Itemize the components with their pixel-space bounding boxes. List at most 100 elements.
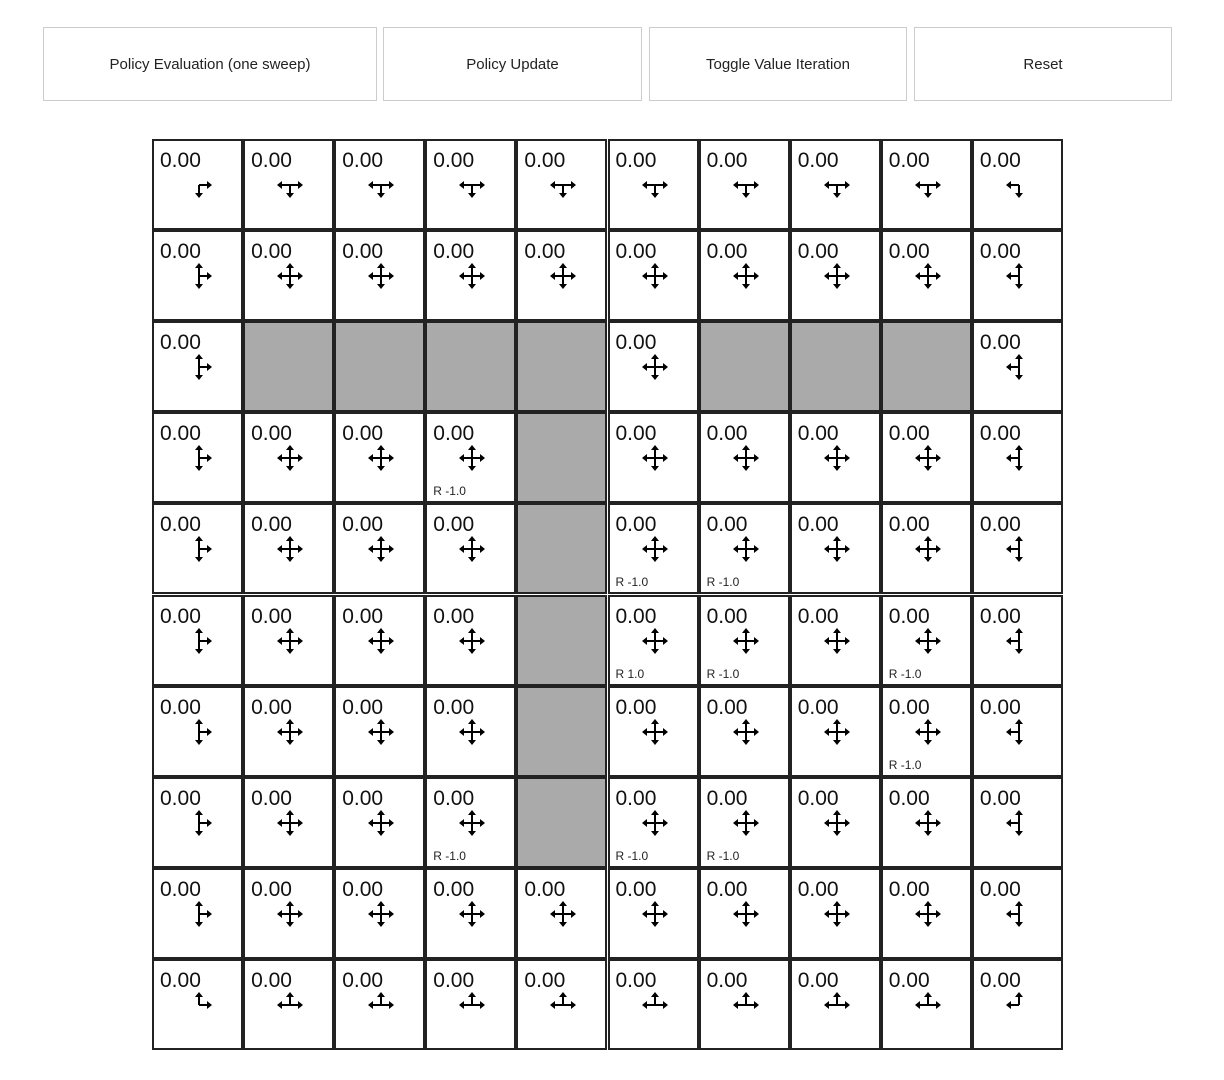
grid-cell[interactable]: 0.00 [243,594,335,686]
grid-cell[interactable]: 0.00 [516,139,608,230]
wall-cell[interactable] [516,776,608,868]
grid-cell[interactable]: 0.00 [789,503,881,595]
grid-cell[interactable]: 0.00 [425,139,517,230]
grid-cell[interactable]: 0.00 [334,958,426,1050]
grid-cell[interactable]: 0.00 [334,867,426,959]
grid-cell[interactable]: 0.00 [334,503,426,595]
grid-cell[interactable]: 0.00 [243,503,335,595]
grid-cell[interactable]: 0.00 [971,685,1063,777]
wall-cell[interactable] [516,503,608,595]
wall-cell[interactable] [516,321,608,413]
grid-cell[interactable]: 0.00 [607,230,699,322]
grid-cell[interactable]: 0.00 [152,139,243,230]
grid-cell[interactable]: 0.00 [971,230,1063,322]
grid-cell[interactable]: 0.00 [880,503,972,595]
policy-update-button[interactable]: Policy Update [383,27,642,101]
grid-cell[interactable]: 0.00 [789,776,881,868]
grid-cell[interactable]: 0.00 [425,958,517,1050]
grid-cell[interactable]: 0.00 [425,503,517,595]
reset-button[interactable]: Reset [914,27,1172,101]
grid-cell[interactable]: 0.00 [607,321,699,413]
grid-cell[interactable]: 0.00 [971,594,1063,686]
grid-cell[interactable]: 0.00 [607,958,699,1050]
wall-cell[interactable] [880,321,972,413]
grid-cell[interactable]: 0.00 [971,321,1063,413]
grid-cell[interactable]: 0.00 [425,685,517,777]
grid-cell[interactable]: 0.00 [243,958,335,1050]
wall-cell[interactable] [698,321,790,413]
grid-cell[interactable]: 0.00 [243,412,335,504]
grid-cell[interactable]: 0.00 [425,867,517,959]
grid-cell[interactable]: 0.00 R 1.0 [607,594,699,686]
grid-cell[interactable]: 0.00 R -1.0 [607,776,699,868]
grid-cell[interactable]: 0.00 [789,230,881,322]
grid-cell[interactable]: 0.00 [243,139,335,230]
grid-cell[interactable]: 0.00 [152,412,243,504]
grid-cell[interactable]: 0.00 [152,594,243,686]
grid-cell[interactable]: 0.00 [516,958,608,1050]
grid-cell[interactable]: 0.00 [698,958,790,1050]
toggle-value-iteration-button[interactable]: Toggle Value Iteration [649,27,907,101]
grid-cell[interactable]: 0.00 [971,958,1063,1050]
grid-cell[interactable]: 0.00 [789,139,881,230]
grid-cell[interactable]: 0.00 [971,867,1063,959]
grid-cell[interactable]: 0.00 [152,503,243,595]
grid-cell[interactable]: 0.00 [516,867,608,959]
grid-cell[interactable]: 0.00 R -1.0 [880,594,972,686]
grid-cell[interactable]: 0.00 [152,776,243,868]
grid-cell[interactable]: 0.00 R -1.0 [698,594,790,686]
wall-cell[interactable] [243,321,335,413]
grid-cell[interactable]: 0.00 R -1.0 [698,776,790,868]
grid-cell[interactable]: 0.00 R -1.0 [607,503,699,595]
grid-cell[interactable]: 0.00 [152,685,243,777]
grid-cell[interactable]: 0.00 R -1.0 [880,685,972,777]
wall-cell[interactable] [425,321,517,413]
wall-cell[interactable] [789,321,881,413]
grid-cell[interactable]: 0.00 [789,958,881,1050]
grid-cell[interactable]: 0.00 [698,412,790,504]
grid-cell[interactable]: 0.00 [789,594,881,686]
grid-cell[interactable]: 0.00 [334,230,426,322]
wall-cell[interactable] [516,594,608,686]
grid-cell[interactable]: 0.00 [334,412,426,504]
grid-cell[interactable]: 0.00 [880,776,972,868]
grid-cell[interactable]: 0.00 [607,867,699,959]
grid-cell[interactable]: 0.00 [425,230,517,322]
grid-cell[interactable]: 0.00 [334,776,426,868]
grid-cell[interactable]: 0.00 [880,412,972,504]
policy-evaluation-button[interactable]: Policy Evaluation (one sweep) [43,27,377,101]
grid-cell[interactable]: 0.00 [971,139,1063,230]
grid-cell[interactable]: 0.00 R -1.0 [698,503,790,595]
grid-cell[interactable]: 0.00 [880,230,972,322]
wall-cell[interactable] [516,412,608,504]
grid-cell[interactable]: 0.00 R -1.0 [425,412,517,504]
grid-cell[interactable]: 0.00 [698,139,790,230]
grid-cell[interactable]: 0.00 [698,685,790,777]
grid-cell[interactable]: 0.00 [971,412,1063,504]
wall-cell[interactable] [516,685,608,777]
grid-cell[interactable]: 0.00 [789,685,881,777]
grid-cell[interactable]: 0.00 [152,230,243,322]
grid-cell[interactable]: 0.00 [789,412,881,504]
grid-cell[interactable]: 0.00 [971,776,1063,868]
grid-cell[interactable]: 0.00 [334,139,426,230]
grid-cell[interactable]: 0.00 [516,230,608,322]
grid-cell[interactable]: 0.00 [880,867,972,959]
grid-cell[interactable]: 0.00 [880,139,972,230]
grid-cell[interactable]: 0.00 [243,867,335,959]
grid-cell[interactable]: 0.00 [152,321,243,413]
grid-cell[interactable]: 0.00 [243,776,335,868]
grid-cell[interactable]: 0.00 [607,412,699,504]
grid-cell[interactable]: 0.00 [243,230,335,322]
grid-cell[interactable]: 0.00 [243,685,335,777]
grid-cell[interactable]: 0.00 [152,867,243,959]
grid-cell[interactable]: 0.00 [152,958,243,1050]
grid-cell[interactable]: 0.00 [698,867,790,959]
grid-cell[interactable]: 0.00 [789,867,881,959]
grid-cell[interactable]: 0.00 [425,594,517,686]
grid-cell[interactable]: 0.00 [971,503,1063,595]
grid-cell[interactable]: 0.00 [880,958,972,1050]
grid-cell[interactable]: 0.00 [334,594,426,686]
grid-cell[interactable]: 0.00 R -1.0 [425,776,517,868]
grid-cell[interactable]: 0.00 [607,685,699,777]
